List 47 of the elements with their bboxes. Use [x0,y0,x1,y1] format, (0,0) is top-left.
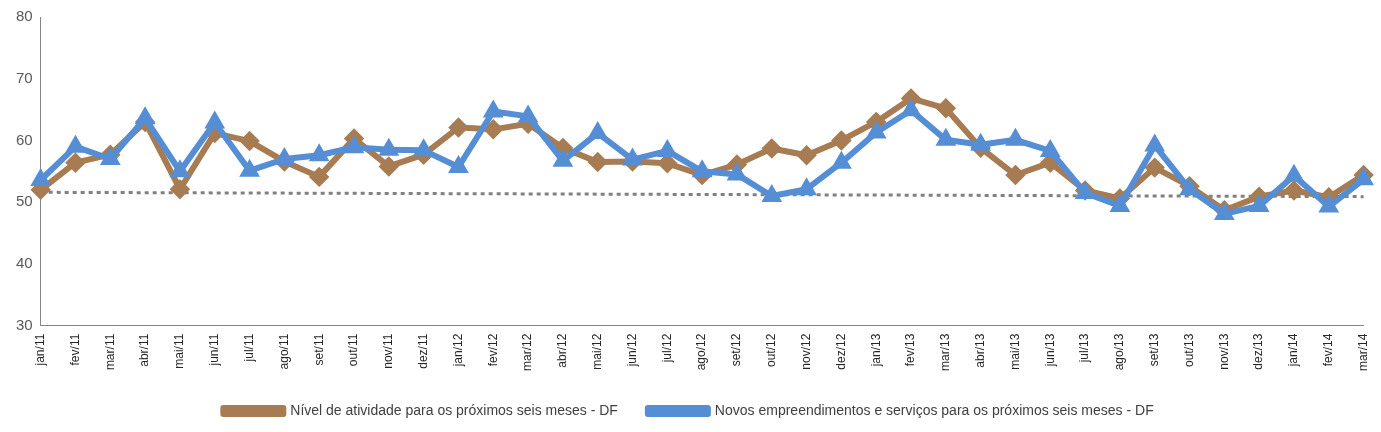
x-tick-label: dez/11 [415,333,430,369]
x-tick-label: jan/12 [450,333,465,368]
x-tick-label: nov/13 [1216,333,1231,370]
x-tick-label: set/12 [729,333,744,367]
x-tick-label: mar/11 [102,333,117,371]
x-tick-label: dez/13 [1251,333,1266,370]
x-tick-label: mar/12 [520,333,535,372]
x-tick-label: abr/13 [972,333,987,368]
x-tick-label: jul/12 [659,333,674,364]
x-tick-label: mai/12 [590,333,605,370]
x-tick-label: fev/12 [485,333,500,367]
x-tick-label: jan/14 [1286,333,1301,368]
x-tick-label: jun/11 [207,333,222,367]
x-tick-label: jan/13 [868,333,883,368]
x-tick-label: jul/11 [241,333,256,363]
x-tick-label: mar/13 [938,333,953,372]
y-tick-label: 60 [16,130,33,148]
x-tick-label: mai/13 [1007,333,1022,370]
y-tick-label: 50 [16,192,33,210]
x-tick-label: ago/11 [276,333,291,370]
x-tick-label: nov/12 [798,333,813,370]
x-tick-label: ago/13 [1112,333,1127,371]
x-tick-label: jul/13 [1077,333,1092,364]
x-tick-label: ago/12 [694,333,709,371]
x-tick-label: mar/14 [1355,333,1370,372]
legend-label: Nível de atividade para os próximos seis meses - DF [290,401,618,418]
y-tick-label: 40 [16,254,33,272]
x-tick-label: out/12 [764,333,779,368]
x-tick-label: fev/11 [67,333,82,366]
x-tick-label: fev/13 [903,333,918,367]
x-tick-label: set/13 [1147,333,1162,367]
y-tick-label: 80 [16,7,33,25]
x-tick-label: set/11 [311,333,326,366]
x-tick-label: dez/12 [833,333,848,370]
x-tick-label: abr/11 [137,333,152,367]
y-tick-label: 70 [16,68,33,86]
x-tick-label: mai/11 [172,333,187,369]
x-tick-label: jan/11 [33,333,47,367]
x-tick-label: jun/13 [1042,333,1057,368]
x-tick-label: jun/12 [624,333,639,368]
y-tick-label: 30 [16,315,33,333]
x-tick-label: nov/11 [381,333,396,369]
legend-label: Novos empreendimentos e serviços para os próximos seis meses - DF [714,401,1154,418]
x-tick-label: out/11 [346,333,361,367]
x-tick-label: out/13 [1181,333,1196,368]
x-tick-label: abr/12 [555,333,570,368]
x-tick-label: fev/14 [1321,333,1336,367]
